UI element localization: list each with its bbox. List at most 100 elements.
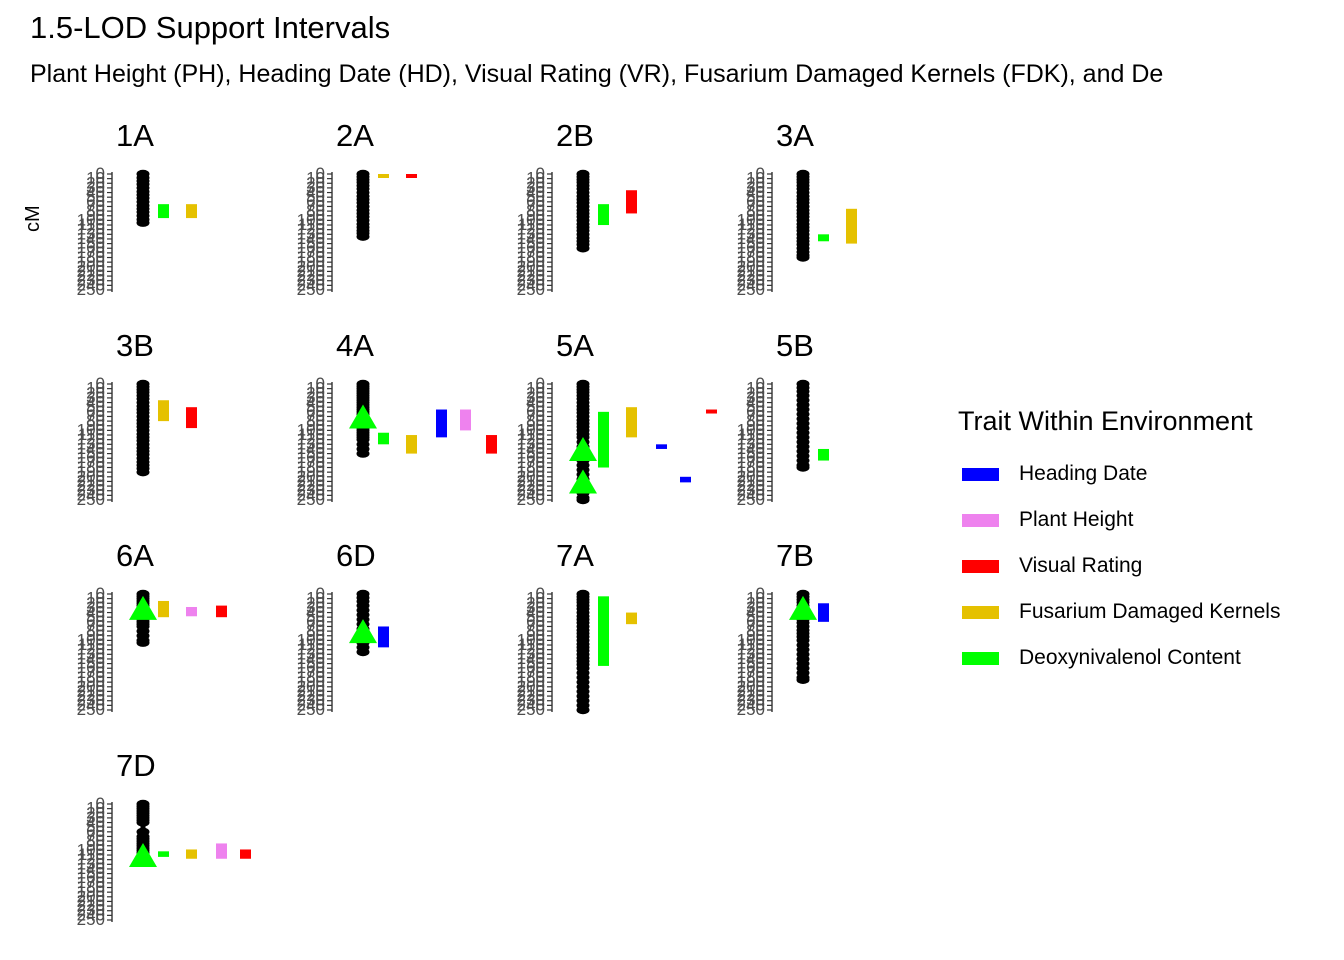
qtl-peak-triangle xyxy=(569,469,597,494)
y-tick-label: 200 xyxy=(77,467,105,486)
y-tick-label: 230 xyxy=(77,901,105,920)
legend-label-heading-date: Heading Date xyxy=(1019,462,1148,485)
y-tick-label: 20 xyxy=(526,173,545,192)
y-tick-label: 140 xyxy=(297,229,325,248)
y-tick-label: 120 xyxy=(737,430,765,449)
facet-1a: 1A 01020304050607080901001101201301401501… xyxy=(77,118,197,299)
facet-title-2a: 2A xyxy=(336,118,374,153)
y-tick-label: 110 xyxy=(738,425,765,444)
y-tick-label: 100 xyxy=(297,210,325,229)
marker-point xyxy=(356,449,370,458)
y-tick-label: 160 xyxy=(77,868,105,887)
interval-fusarium-damaged-kernels xyxy=(158,400,169,422)
interval-fusarium-damaged-kernels xyxy=(378,174,389,178)
y-tick-label: 120 xyxy=(517,220,545,239)
y-tick-label: 10 xyxy=(526,169,545,188)
y-tick-label: 230 xyxy=(77,481,105,500)
facet-title-2b: 2B xyxy=(556,118,594,153)
y-tick-label: 150 xyxy=(517,654,545,673)
y-tick-label: 120 xyxy=(77,220,105,239)
y-tick-label: 150 xyxy=(297,444,325,463)
y-tick-label: 130 xyxy=(77,224,105,243)
y-tick-label: 120 xyxy=(737,220,765,239)
y-tick-label: 170 xyxy=(737,663,765,682)
chromosome-map-plot: 1A01020304050607080901001101201301401501… xyxy=(77,118,857,929)
interval-deoxynivalenol-content xyxy=(158,851,169,857)
y-tick-label: 200 xyxy=(737,467,765,486)
facet-6d: 6D 01020304050607080901001101201301401501… xyxy=(297,538,389,719)
y-tick-label: 120 xyxy=(737,640,765,659)
y-tick-label: 230 xyxy=(77,271,105,290)
y-tick-label: 10 xyxy=(306,589,325,608)
y-tick-label: 70 xyxy=(86,196,105,215)
legend-label-visual-rating: Visual Rating xyxy=(1019,554,1143,577)
y-tick-label: 20 xyxy=(306,593,325,612)
y-tick-label: 140 xyxy=(517,229,545,248)
y-tick-label: 170 xyxy=(77,243,105,262)
y-tick-label: 130 xyxy=(77,644,105,663)
facet-2b: 2B 01020304050607080901001101201301401501… xyxy=(517,118,637,299)
y-tick-label: 30 xyxy=(306,388,325,407)
y-tick-label: 250 xyxy=(737,490,765,509)
y-tick-label: 160 xyxy=(737,448,765,467)
y-tick-label: 50 xyxy=(746,607,765,626)
y-tick-label: 60 xyxy=(86,192,105,211)
y-tick-label: 50 xyxy=(306,397,325,416)
y-tick-label: 70 xyxy=(306,406,325,425)
y-tick-label: 180 xyxy=(737,248,765,267)
y-tick-label: 200 xyxy=(297,467,325,486)
y-tick-label: 220 xyxy=(77,896,105,915)
interval-heading-date xyxy=(378,626,389,648)
y-tick-label: 90 xyxy=(306,206,325,225)
y-tick-label: 150 xyxy=(517,444,545,463)
marker-point xyxy=(796,253,810,262)
y-tick-label: 0 xyxy=(316,374,325,393)
y-tick-label: 240 xyxy=(517,275,545,294)
y-tick-label: 40 xyxy=(306,393,325,412)
y-tick-label: 80 xyxy=(306,621,325,640)
y-tick-label: 90 xyxy=(306,626,325,645)
interval-fusarium-damaged-kernels xyxy=(846,208,857,244)
y-tick-label: 130 xyxy=(77,434,105,453)
y-tick-label: 180 xyxy=(77,668,105,687)
y-tick-label: 60 xyxy=(86,402,105,421)
y-tick-label: 0 xyxy=(96,374,105,393)
y-tick-label: 10 xyxy=(86,589,105,608)
y-tick-label: 110 xyxy=(518,425,545,444)
y-tick-label: 250 xyxy=(737,700,765,719)
y-tick-label: 10 xyxy=(746,169,765,188)
y-tick-label: 80 xyxy=(86,411,105,430)
facet-title-6d: 6D xyxy=(336,538,376,573)
y-tick-label: 70 xyxy=(526,406,545,425)
y-tick-label: 120 xyxy=(297,220,325,239)
y-tick-label: 200 xyxy=(297,257,325,276)
y-tick-label: 90 xyxy=(746,416,765,435)
y-tick-label: 140 xyxy=(297,649,325,668)
y-tick-label: 140 xyxy=(77,859,105,878)
y-tick-label: 240 xyxy=(737,695,765,714)
y-tick-label: 90 xyxy=(746,626,765,645)
y-tick-label: 150 xyxy=(297,234,325,253)
y-tick-label: 220 xyxy=(77,686,105,705)
y-tick-label: 60 xyxy=(306,612,325,631)
y-tick-label: 190 xyxy=(517,672,545,691)
y-tick-label: 80 xyxy=(746,201,765,220)
interval-visual-rating xyxy=(406,174,417,178)
y-tick-label: 160 xyxy=(517,658,545,677)
y-tick-label: 50 xyxy=(306,607,325,626)
y-tick-label: 40 xyxy=(526,393,545,412)
y-tick-label: 90 xyxy=(746,206,765,225)
y-tick-label: 50 xyxy=(746,187,765,206)
y-tick-label: 210 xyxy=(517,681,545,700)
y-tick-label: 60 xyxy=(746,192,765,211)
y-tick-label: 160 xyxy=(297,448,325,467)
y-tick-label: 140 xyxy=(517,439,545,458)
y-tick-label: 240 xyxy=(297,275,325,294)
facet-7d: 7D 01020304050607080901001101201301401501… xyxy=(77,748,251,929)
y-tick-label: 0 xyxy=(96,794,105,813)
y-tick-label: 30 xyxy=(746,178,765,197)
y-tick-label: 60 xyxy=(526,402,545,421)
y-tick-label: 220 xyxy=(77,476,105,495)
y-tick-label: 180 xyxy=(297,668,325,687)
legend-key-heading-date xyxy=(962,468,999,481)
